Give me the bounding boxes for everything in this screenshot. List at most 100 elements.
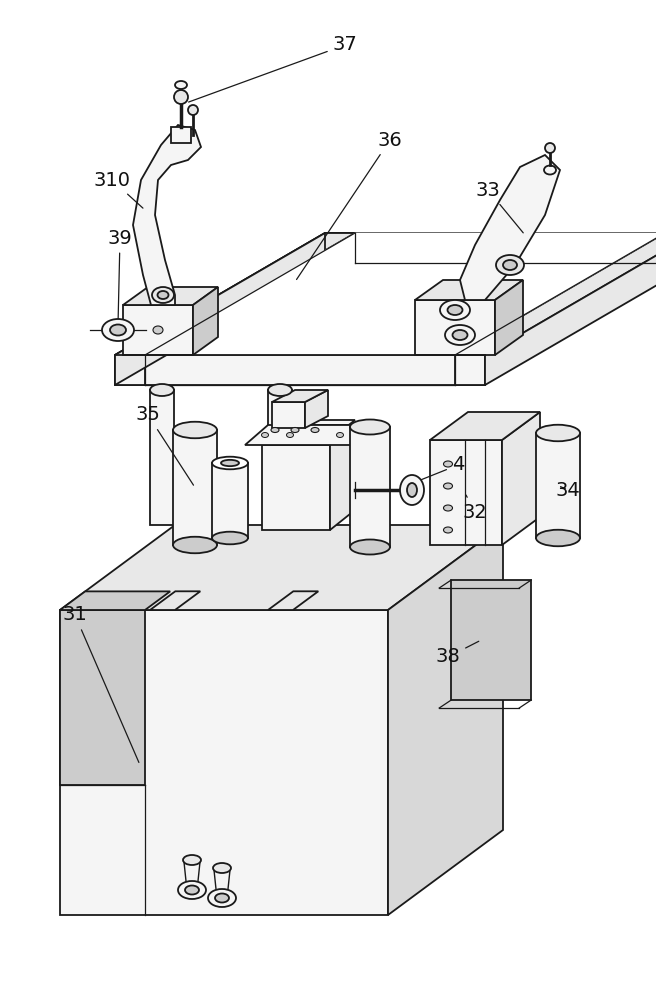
Text: 34: 34 xyxy=(556,481,581,499)
Ellipse shape xyxy=(208,889,236,907)
Polygon shape xyxy=(272,390,328,402)
Polygon shape xyxy=(495,280,523,355)
Text: 31: 31 xyxy=(62,605,139,762)
Polygon shape xyxy=(485,233,656,385)
Polygon shape xyxy=(460,155,560,300)
Ellipse shape xyxy=(271,428,279,432)
Ellipse shape xyxy=(157,291,169,299)
Ellipse shape xyxy=(153,326,163,334)
Polygon shape xyxy=(123,287,218,305)
Polygon shape xyxy=(262,445,330,530)
Polygon shape xyxy=(133,125,201,305)
Polygon shape xyxy=(451,580,531,700)
Ellipse shape xyxy=(212,457,248,469)
Polygon shape xyxy=(115,355,485,385)
Text: 37: 37 xyxy=(189,35,358,102)
Ellipse shape xyxy=(175,81,187,89)
Text: 33: 33 xyxy=(476,180,523,233)
Ellipse shape xyxy=(291,428,299,432)
Polygon shape xyxy=(325,233,656,263)
Ellipse shape xyxy=(215,894,229,902)
Polygon shape xyxy=(245,425,388,445)
Text: 36: 36 xyxy=(297,130,402,279)
Polygon shape xyxy=(268,591,318,610)
Ellipse shape xyxy=(174,90,188,104)
Polygon shape xyxy=(388,525,503,915)
Text: 4: 4 xyxy=(411,456,464,484)
Ellipse shape xyxy=(221,460,239,466)
Polygon shape xyxy=(171,127,191,143)
Polygon shape xyxy=(150,390,174,525)
Ellipse shape xyxy=(447,305,462,315)
Text: 38: 38 xyxy=(436,641,479,666)
Ellipse shape xyxy=(178,881,206,899)
Ellipse shape xyxy=(545,143,555,153)
Polygon shape xyxy=(60,610,145,785)
Polygon shape xyxy=(305,390,328,428)
Polygon shape xyxy=(262,425,355,445)
Text: 32: 32 xyxy=(462,495,487,522)
Polygon shape xyxy=(115,233,355,355)
Ellipse shape xyxy=(262,432,268,438)
Polygon shape xyxy=(502,412,540,545)
Polygon shape xyxy=(123,305,193,355)
Text: 39: 39 xyxy=(108,229,133,322)
Polygon shape xyxy=(268,390,292,525)
Ellipse shape xyxy=(443,461,453,467)
Ellipse shape xyxy=(311,428,319,432)
Ellipse shape xyxy=(453,330,468,340)
Ellipse shape xyxy=(443,483,453,489)
Polygon shape xyxy=(272,402,305,428)
Ellipse shape xyxy=(183,855,201,865)
Ellipse shape xyxy=(350,540,390,554)
Polygon shape xyxy=(60,610,388,915)
Polygon shape xyxy=(115,233,325,385)
Ellipse shape xyxy=(440,300,470,320)
Ellipse shape xyxy=(443,527,453,533)
Polygon shape xyxy=(430,440,502,545)
Polygon shape xyxy=(536,433,580,538)
Ellipse shape xyxy=(268,384,292,396)
Ellipse shape xyxy=(445,325,475,345)
Ellipse shape xyxy=(443,505,453,511)
Polygon shape xyxy=(212,463,248,538)
Text: 35: 35 xyxy=(136,406,194,485)
Ellipse shape xyxy=(350,420,390,434)
Polygon shape xyxy=(150,591,200,610)
Polygon shape xyxy=(415,300,495,355)
Ellipse shape xyxy=(503,260,517,270)
Polygon shape xyxy=(115,233,656,355)
Ellipse shape xyxy=(400,475,424,505)
Polygon shape xyxy=(415,280,523,300)
Ellipse shape xyxy=(110,324,126,336)
Ellipse shape xyxy=(287,432,293,438)
Polygon shape xyxy=(145,233,656,355)
Polygon shape xyxy=(455,355,485,385)
Text: 310: 310 xyxy=(94,170,143,208)
Polygon shape xyxy=(455,233,656,355)
Polygon shape xyxy=(60,591,170,610)
Ellipse shape xyxy=(152,287,174,303)
Ellipse shape xyxy=(407,483,417,497)
Ellipse shape xyxy=(536,530,580,546)
Ellipse shape xyxy=(536,425,580,441)
Polygon shape xyxy=(260,420,355,440)
Ellipse shape xyxy=(212,532,248,544)
Ellipse shape xyxy=(185,886,199,894)
Polygon shape xyxy=(350,427,390,547)
Polygon shape xyxy=(173,430,217,545)
Polygon shape xyxy=(115,355,145,385)
Ellipse shape xyxy=(150,384,174,396)
Polygon shape xyxy=(430,412,540,440)
Polygon shape xyxy=(60,525,503,610)
Ellipse shape xyxy=(102,319,134,341)
Polygon shape xyxy=(330,425,355,530)
Ellipse shape xyxy=(173,422,217,438)
Ellipse shape xyxy=(544,165,556,174)
Ellipse shape xyxy=(173,537,217,553)
Polygon shape xyxy=(193,287,218,355)
Ellipse shape xyxy=(213,863,231,873)
Ellipse shape xyxy=(496,255,524,275)
Ellipse shape xyxy=(188,105,198,115)
Ellipse shape xyxy=(337,432,344,438)
